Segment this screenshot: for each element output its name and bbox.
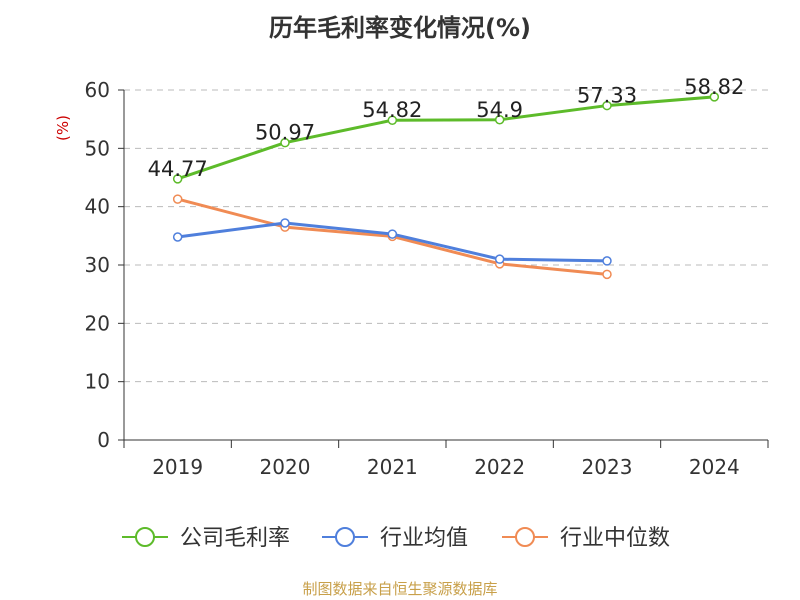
- data-point: [494, 254, 505, 264]
- data-point: [172, 232, 183, 242]
- x-tick-label: 2020: [260, 455, 311, 479]
- y-unit-label: (%): [54, 115, 72, 141]
- data-label: 58.82: [684, 75, 744, 99]
- legend-marker: [135, 527, 155, 547]
- data-point: [387, 115, 398, 125]
- data-point: [387, 229, 398, 239]
- series-group: 44.77 50.97 54.82 54.9 57.33 58.82: [148, 75, 744, 280]
- x-tick-label: 2023: [582, 455, 633, 479]
- legend-label: 行业均值: [380, 526, 468, 551]
- series-line: [177, 95, 715, 181]
- data-label: 57.33: [577, 84, 637, 108]
- legend-label: 公司毛利率: [180, 526, 290, 551]
- x-tick-label: 2022: [474, 455, 525, 479]
- y-tick-label: 0: [97, 428, 110, 452]
- data-point: [494, 115, 505, 125]
- chart-title: 历年毛利率变化情况(%): [269, 14, 531, 42]
- data-label: 44.77: [148, 157, 208, 181]
- data-point: [602, 256, 612, 266]
- data-point: [602, 100, 612, 111]
- source-footer: 制图数据来自恒生聚源数据库: [302, 580, 498, 598]
- data-point: [602, 269, 612, 280]
- y-tick-label: 50: [85, 136, 110, 160]
- legend: 公司毛利率 行业均值 行业中位数: [122, 526, 670, 551]
- x-tick-label: 2024: [689, 455, 740, 479]
- y-tick-label: 30: [85, 253, 110, 277]
- data-label: 54.82: [362, 98, 422, 122]
- series-line: [177, 221, 608, 263]
- y-tick-label: 40: [85, 195, 110, 219]
- data-point: [709, 92, 720, 102]
- y-tick-label: 20: [85, 311, 110, 335]
- data-point: [172, 174, 183, 184]
- y-tick-label: 60: [85, 78, 110, 102]
- legend-marker: [515, 527, 535, 547]
- data-label: 50.97: [255, 121, 315, 145]
- data-label: 54.9: [476, 98, 523, 122]
- x-tick-label: 2019: [152, 455, 203, 479]
- legend-label: 行业中位数: [560, 526, 670, 551]
- x-tick-label: 2021: [367, 455, 418, 479]
- y-tick-label: 10: [85, 370, 110, 394]
- grid-lines: [124, 89, 768, 383]
- data-point: [172, 194, 183, 204]
- data-point: [280, 218, 290, 228]
- data-point: [280, 137, 290, 148]
- axes: 0 10 20 30 40 50 60 2019 2020 2021 2022 2023 2024: [85, 78, 769, 479]
- legend-marker: [335, 527, 355, 547]
